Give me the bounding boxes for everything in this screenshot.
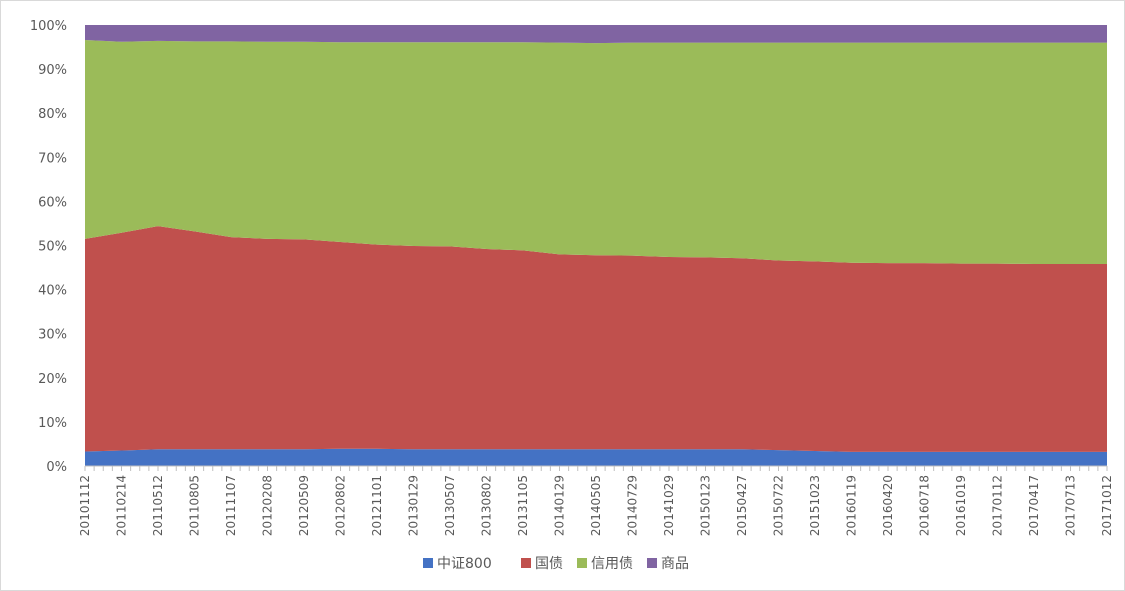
x-tick-label: 20140505 [589, 475, 603, 536]
x-tick-label: 20150123 [699, 475, 713, 536]
x-tick-label: 20111107 [224, 475, 238, 536]
legend: 中证800 国债 信用债 商品 [423, 556, 689, 572]
x-tick-label: 20150722 [772, 475, 786, 536]
y-tick-label: 50% [38, 240, 67, 255]
legend-swatch-0 [423, 558, 433, 568]
x-tick-label: 20121101 [370, 475, 384, 536]
x-tick-label: 20110805 [188, 475, 202, 536]
legend-label-3: 商品 [661, 556, 689, 572]
y-tick-label: 20% [38, 372, 67, 387]
y-tick-label: 0% [46, 460, 67, 475]
legend-swatch-1 [521, 558, 531, 568]
area-series-3 [85, 25, 1107, 44]
x-tick-label: 20170713 [1064, 475, 1078, 536]
y-axis: 0% 10% 20% 30% 40% 50% 60% 70% 80% 90% 100% [30, 19, 67, 475]
y-tick-label: 100% [30, 19, 67, 34]
x-axis: 20101112 20110214 20110512 20110805 20111107… [78, 465, 1114, 536]
y-tick-label: 70% [38, 151, 67, 166]
legend-swatch-2 [577, 558, 587, 568]
x-tick-label: 20151023 [808, 475, 822, 536]
x-tick-label: 20160718 [918, 475, 932, 536]
series-areas [85, 25, 1107, 466]
x-tick-label: 20101112 [78, 475, 92, 536]
x-tick-label: 20131105 [516, 475, 530, 536]
x-tick-label: 20140729 [626, 475, 640, 536]
x-tick-label: 20120802 [334, 475, 348, 536]
y-tick-label: 40% [38, 284, 67, 299]
x-tick-label: 20130802 [480, 475, 494, 536]
legend-swatch-3 [647, 558, 657, 568]
x-tick-label: 20130507 [443, 475, 457, 536]
y-tick-label: 60% [38, 195, 67, 210]
y-tick-label: 10% [38, 416, 67, 431]
x-tick-label: 20160119 [845, 475, 859, 536]
x-tick-label: 20120208 [261, 475, 275, 536]
legend-label-0: 中证800 [437, 556, 492, 572]
x-tick-label: 20110214 [115, 475, 129, 536]
y-tick-label: 80% [38, 107, 67, 122]
x-tick-label: 20140129 [553, 475, 567, 536]
legend-label-2: 信用债 [591, 556, 633, 572]
area-series-0 [85, 448, 1107, 466]
x-tick-label: 20170417 [1027, 475, 1041, 536]
y-tick-label: 90% [38, 63, 67, 78]
area-series-2 [85, 39, 1107, 265]
x-tick-label: 20161019 [954, 475, 968, 536]
area-series-1 [85, 226, 1107, 452]
x-tick-label: 20160420 [881, 475, 895, 536]
legend-label-1: 国债 [535, 556, 563, 572]
y-tick-label: 30% [38, 328, 67, 343]
x-tick-label: 20171012 [1100, 475, 1114, 536]
x-tick-label: 20120509 [297, 475, 311, 536]
x-tick-label: 20170112 [991, 475, 1005, 536]
x-tick-label: 20141029 [662, 475, 676, 536]
x-tick-label: 20150427 [735, 475, 749, 536]
x-tick-label: 20130129 [407, 475, 421, 536]
x-tick-label: 20110512 [151, 475, 165, 536]
